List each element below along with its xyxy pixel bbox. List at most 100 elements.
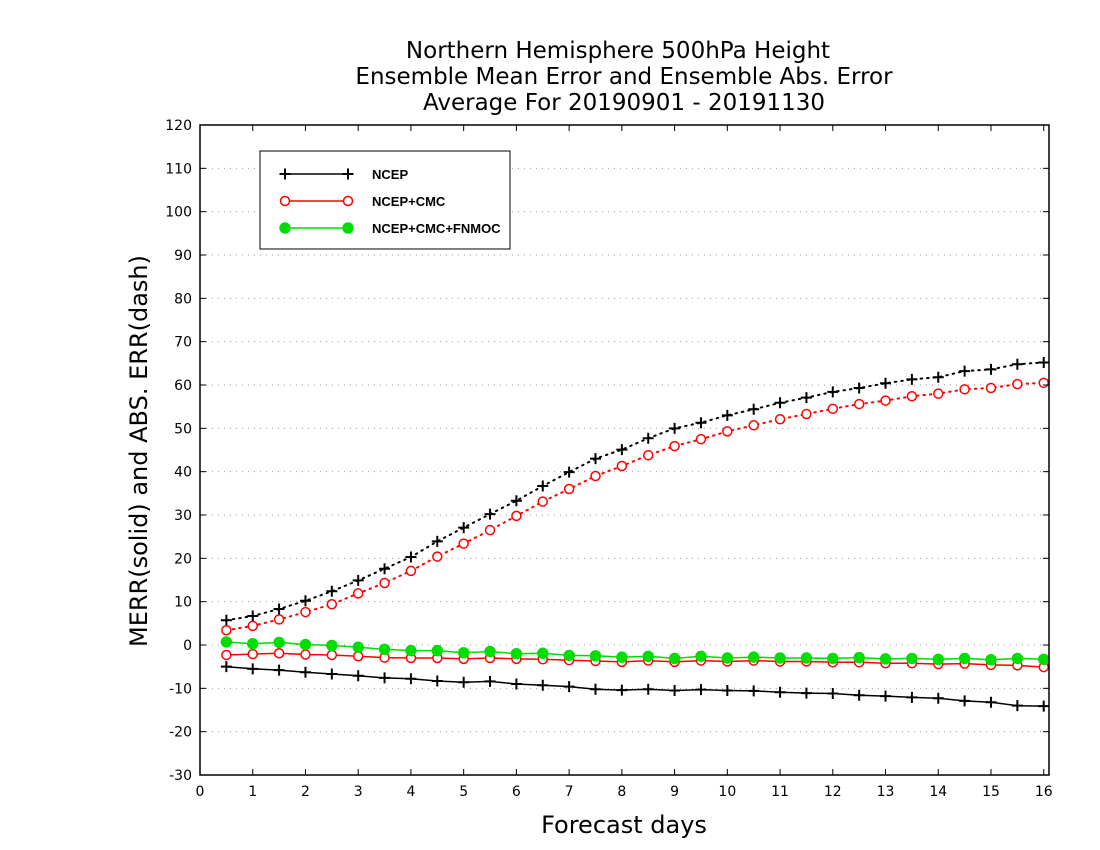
data-point-merr-ncep-cmc-fnmoc: [326, 639, 338, 652]
data-point-abs-err-ncep: [484, 508, 496, 520]
data-point-abs-err-ncep-cmc: [326, 599, 338, 610]
series-layer: [220, 356, 1050, 712]
x-tick-label: 8: [617, 784, 626, 800]
data-point-abs-err-ncep: [616, 444, 628, 456]
data-point-merr-ncep: [669, 685, 681, 696]
data-point-merr-ncep-cmc-fnmoc: [958, 652, 971, 665]
x-tick-label: 7: [565, 784, 574, 800]
x-tick-label: 12: [824, 784, 842, 800]
data-point-merr-ncep: [800, 687, 812, 699]
data-point-abs-err-ncep: [379, 563, 391, 575]
y-tick-label: 10: [174, 595, 192, 611]
legend-marker-start-ncep-cmc: [279, 195, 291, 207]
data-point-abs-err-ncep-cmc: [695, 433, 707, 445]
data-point-abs-err-ncep-cmc: [300, 606, 311, 618]
y-tick-label: 70: [174, 335, 192, 351]
data-point-abs-err-ncep-cmc: [352, 588, 364, 599]
data-point-merr-ncep: [247, 663, 259, 675]
data-point-merr-ncep-cmc-fnmoc: [405, 644, 417, 657]
legend-label-ncep-cmc-fnmoc: NCEP+CMC+FNMOC: [372, 221, 501, 236]
data-point-abs-err-ncep: [537, 480, 549, 492]
y-tick-label: 120: [165, 118, 192, 134]
data-point-abs-err-ncep: [748, 403, 760, 415]
data-point-merr-ncep: [379, 672, 391, 684]
data-point-merr-ncep: [405, 673, 417, 685]
data-point-abs-err-ncep-cmc: [563, 483, 575, 495]
data-point-abs-err-ncep: [458, 522, 470, 534]
data-point-abs-err-ncep: [1011, 358, 1023, 370]
y-tick-label: -30: [169, 768, 192, 784]
data-point-abs-err-ncep: [405, 551, 417, 563]
plot-area-frame: [199, 124, 1050, 776]
x-tick-label: 16: [1035, 784, 1053, 800]
data-point-abs-err-ncep: [352, 574, 364, 586]
data-point-merr-ncep: [827, 688, 839, 700]
data-point-abs-err-ncep: [326, 585, 338, 597]
data-point-abs-err-ncep-cmc: [959, 384, 970, 395]
x-tick-label: 0: [196, 784, 205, 800]
data-point-merr-ncep: [1038, 700, 1050, 712]
y-tick-label: 100: [165, 205, 192, 221]
data-point-abs-err-ncep: [589, 453, 601, 465]
y-tick-label: 90: [174, 248, 192, 264]
data-point-abs-err-ncep: [959, 365, 971, 377]
data-point-abs-err-ncep-cmc: [458, 538, 469, 549]
data-point-merr-ncep-cmc: [221, 649, 232, 661]
data-point-merr-ncep-cmc-fnmoc: [1038, 653, 1050, 665]
data-point-merr-ncep: [484, 675, 496, 687]
data-point-merr-ncep-cmc: [247, 648, 258, 660]
data-point-abs-err-ncep: [247, 610, 259, 622]
data-point-merr-ncep: [880, 690, 892, 702]
data-point-abs-err-ncep-cmc: [669, 440, 680, 452]
x-tick-label: 10: [718, 784, 736, 800]
y-tick-label: -20: [169, 725, 192, 741]
legend-item-ncep: NCEP: [279, 167, 408, 182]
data-point-abs-err-ncep: [563, 466, 575, 478]
data-point-merr-ncep: [695, 684, 707, 696]
x-tick-label: 4: [406, 784, 415, 800]
data-point-merr-ncep: [932, 692, 944, 704]
chart-title-line-1: Northern Hemisphere 500hPa Height: [406, 38, 830, 64]
chart-title-line-2: Ensemble Mean Error and Ensemble Abs. Er…: [355, 64, 893, 90]
y-tick-label: -10: [169, 681, 192, 697]
data-point-abs-err-ncep-cmc: [1038, 377, 1049, 389]
data-point-abs-err-ncep: [273, 603, 285, 615]
data-point-merr-ncep-cmc-fnmoc: [985, 654, 997, 666]
legend: NCEP NCEP+CMC NCEP+CMC+FNMOC: [259, 150, 511, 250]
data-point-merr-ncep: [748, 685, 760, 697]
data-point-abs-err-ncep-cmc: [379, 577, 390, 589]
legend-item-ncep-cmc-fnmoc: NCEP+CMC+FNMOC: [279, 221, 501, 236]
data-point-merr-ncep-cmc-fnmoc: [537, 647, 549, 659]
data-point-merr-ncep-cmc-fnmoc: [695, 650, 707, 662]
data-point-merr-ncep: [220, 661, 232, 673]
data-point-abs-err-ncep-cmc: [906, 391, 918, 402]
data-point-merr-ncep-cmc: [352, 651, 364, 662]
data-point-abs-err-ncep-cmc: [247, 620, 258, 632]
x-tick-label: 2: [301, 784, 310, 800]
data-point-abs-err-ncep: [853, 382, 865, 394]
data-point-abs-err-ncep: [721, 409, 733, 421]
x-tick-label: 11: [771, 784, 789, 800]
x-tick-label: 6: [512, 784, 521, 800]
data-point-merr-ncep-cmc-fnmoc: [774, 652, 786, 664]
data-point-abs-err-ncep-cmc: [511, 510, 522, 522]
data-point-merr-ncep-cmc-fnmoc: [642, 650, 654, 662]
y-tick-label: 40: [174, 465, 192, 481]
chart-title-line-3: Average For 20190901 - 20191130: [423, 90, 825, 116]
data-point-abs-err-ncep-cmc: [432, 551, 443, 562]
data-point-abs-err-ncep: [774, 397, 786, 409]
data-point-abs-err-ncep: [985, 363, 997, 375]
x-tick-label: 14: [929, 784, 947, 800]
y-tick-label: 110: [165, 161, 192, 177]
data-point-abs-err-ncep: [906, 373, 918, 385]
data-point-merr-ncep-cmc-fnmoc: [668, 652, 681, 665]
y-tick-label: 30: [174, 508, 192, 524]
data-point-abs-err-ncep: [299, 595, 311, 607]
data-point-abs-err-ncep-cmc: [405, 565, 417, 577]
x-tick-label: 13: [877, 784, 895, 800]
data-point-merr-ncep-cmc-fnmoc: [932, 653, 944, 665]
data-point-abs-err-ncep: [932, 371, 944, 383]
data-point-merr-ncep-cmc-fnmoc: [906, 652, 918, 665]
data-point-merr-ncep-cmc-fnmoc: [273, 636, 285, 649]
data-point-merr-ncep: [642, 683, 654, 695]
